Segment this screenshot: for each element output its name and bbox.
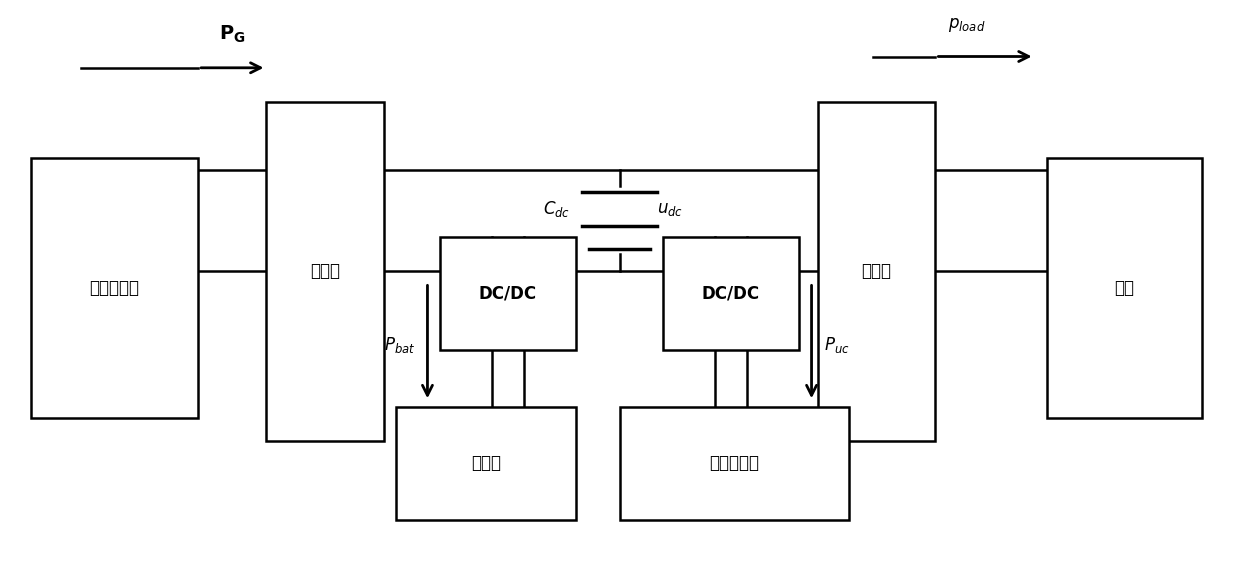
Bar — [818, 102, 935, 441]
Text: DC/DC: DC/DC — [479, 285, 536, 303]
Text: $C_{dc}$: $C_{dc}$ — [543, 199, 570, 219]
Text: 控制器: 控制器 — [310, 262, 341, 280]
Text: $P_{bat}$: $P_{bat}$ — [384, 334, 415, 355]
Text: 分布式电源: 分布式电源 — [89, 279, 140, 297]
Text: 超级电容器: 超级电容器 — [709, 454, 760, 472]
Text: $P_{uc}$: $P_{uc}$ — [824, 334, 850, 355]
Bar — [396, 407, 576, 520]
Text: 负荷: 负荷 — [1114, 279, 1135, 297]
Text: $\mathbf{P_G}$: $\mathbf{P_G}$ — [219, 24, 245, 45]
Bar — [31, 158, 198, 418]
Text: $u_{dc}$: $u_{dc}$ — [657, 200, 683, 218]
Text: DC/DC: DC/DC — [703, 285, 760, 303]
Bar — [620, 407, 849, 520]
Text: $p_{load}$: $p_{load}$ — [948, 16, 985, 34]
Bar — [663, 237, 799, 350]
Text: 蓄电池: 蓄电池 — [471, 454, 502, 472]
Bar — [1047, 158, 1202, 418]
Text: 控制器: 控制器 — [861, 262, 892, 280]
Bar — [266, 102, 384, 441]
Bar — [440, 237, 576, 350]
